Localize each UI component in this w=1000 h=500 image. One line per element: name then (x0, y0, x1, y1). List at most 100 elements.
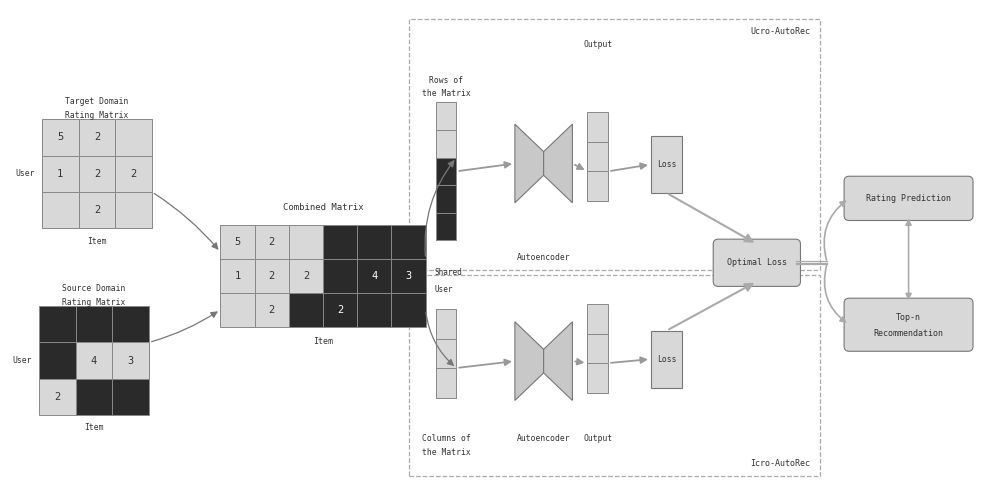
Text: Output: Output (583, 434, 612, 444)
Bar (79, 192, 115, 228)
Bar (436, 185, 456, 212)
Bar (112, 342, 149, 379)
Bar (436, 158, 456, 185)
Bar (42, 119, 79, 156)
FancyBboxPatch shape (844, 298, 973, 352)
Bar (391, 225, 426, 259)
Text: 2: 2 (130, 169, 137, 179)
Bar (391, 293, 426, 326)
Bar (436, 130, 456, 158)
Bar (587, 304, 608, 334)
Text: 2: 2 (269, 304, 275, 314)
Text: Output: Output (583, 40, 612, 49)
Text: 5: 5 (57, 132, 63, 142)
Bar (115, 156, 152, 192)
Bar (323, 225, 357, 259)
Text: Combined Matrix: Combined Matrix (283, 202, 363, 211)
Bar (112, 306, 149, 343)
Text: Rating Prediction: Rating Prediction (866, 194, 951, 203)
Bar (115, 192, 152, 228)
Text: 4: 4 (371, 271, 377, 281)
Text: User: User (12, 356, 32, 365)
Bar (357, 293, 391, 326)
Text: 5: 5 (234, 237, 241, 247)
Text: Autoencoder: Autoencoder (517, 434, 570, 444)
Bar (39, 379, 76, 415)
Bar (587, 112, 608, 142)
Text: Top-n: Top-n (896, 314, 921, 322)
Bar (409, 19, 820, 270)
Polygon shape (544, 124, 572, 203)
Polygon shape (544, 322, 572, 400)
Text: 2: 2 (269, 271, 275, 281)
Text: 2: 2 (94, 132, 100, 142)
Bar (436, 368, 456, 398)
Text: 2: 2 (337, 304, 343, 314)
Text: 2: 2 (54, 392, 60, 402)
Text: 3: 3 (127, 356, 134, 366)
Bar (255, 259, 289, 293)
Bar (651, 136, 682, 193)
Bar (76, 306, 112, 343)
Bar (409, 274, 820, 476)
Bar (587, 142, 608, 172)
Text: 2: 2 (269, 237, 275, 247)
Bar (39, 306, 76, 343)
Polygon shape (515, 322, 544, 400)
Bar (79, 119, 115, 156)
Bar (436, 212, 456, 240)
Text: 2: 2 (94, 205, 100, 215)
Text: User: User (435, 285, 453, 294)
Text: User: User (15, 170, 35, 178)
Bar (289, 259, 323, 293)
Bar (651, 330, 682, 388)
Bar (220, 293, 255, 326)
Bar (79, 156, 115, 192)
Bar (323, 293, 357, 326)
Bar (76, 379, 112, 415)
Text: Rating Matrix: Rating Matrix (65, 111, 129, 120)
Text: Loss: Loss (657, 354, 676, 364)
Text: Optimal Loss: Optimal Loss (727, 258, 787, 268)
Bar (255, 293, 289, 326)
Text: Loss: Loss (657, 160, 676, 169)
Bar (42, 192, 79, 228)
Text: the Matrix: the Matrix (422, 448, 470, 457)
Text: 2: 2 (94, 169, 100, 179)
Bar (587, 334, 608, 363)
Bar (220, 225, 255, 259)
Text: Source Domain: Source Domain (62, 284, 126, 293)
Text: 1: 1 (57, 169, 63, 179)
Text: Ucro-AutoRec: Ucro-AutoRec (750, 27, 810, 36)
Bar (436, 102, 456, 130)
Bar (357, 225, 391, 259)
Bar (115, 119, 152, 156)
Bar (289, 293, 323, 326)
FancyBboxPatch shape (713, 239, 800, 286)
Text: Item: Item (313, 337, 333, 346)
Bar (323, 259, 357, 293)
Bar (357, 259, 391, 293)
Polygon shape (515, 124, 544, 203)
Text: 2: 2 (303, 271, 309, 281)
Text: the Matrix: the Matrix (422, 89, 470, 98)
Text: Rows of: Rows of (429, 76, 463, 86)
Bar (112, 379, 149, 415)
FancyBboxPatch shape (844, 176, 973, 220)
Bar (587, 172, 608, 201)
Bar (220, 259, 255, 293)
Text: Autoencoder: Autoencoder (517, 254, 570, 262)
Text: 1: 1 (234, 271, 241, 281)
Bar (255, 225, 289, 259)
Text: Icro-AutoRec: Icro-AutoRec (750, 459, 810, 468)
Bar (436, 338, 456, 368)
Text: 3: 3 (405, 271, 412, 281)
Bar (289, 225, 323, 259)
Text: Item: Item (87, 236, 107, 246)
Text: Item: Item (84, 424, 104, 432)
Bar (42, 156, 79, 192)
Bar (76, 342, 112, 379)
Bar (39, 342, 76, 379)
Text: Recommendation: Recommendation (874, 329, 944, 338)
Bar (587, 363, 608, 392)
